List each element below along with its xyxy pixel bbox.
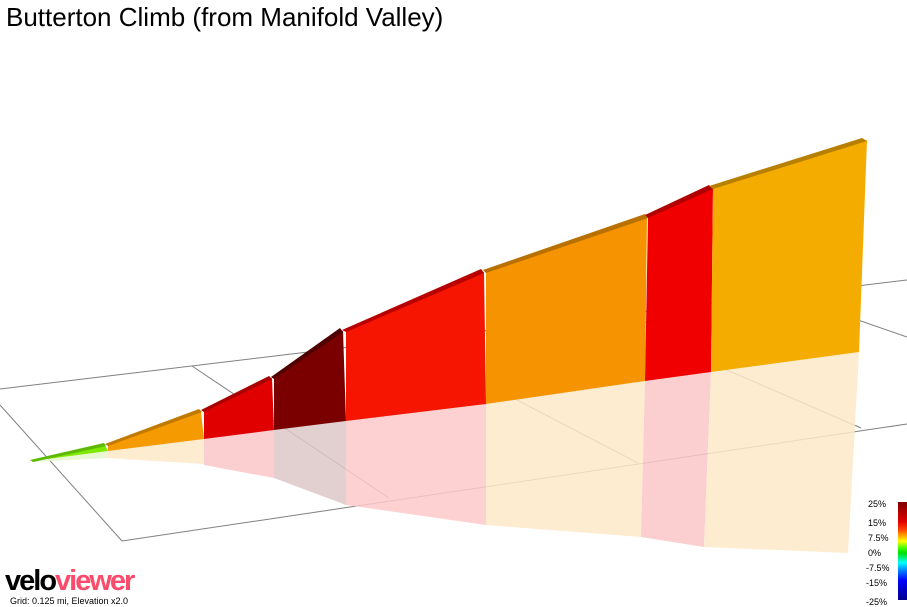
logo-velo-text: velo bbox=[5, 565, 57, 597]
legend-label-25: 25% bbox=[868, 499, 887, 509]
profile-walls bbox=[30, 138, 867, 462]
logo-viewer-text: viewer bbox=[55, 565, 135, 597]
legend-label-7-5: 7.5% bbox=[868, 533, 889, 543]
legend-label-neg-7-5: -7.5% bbox=[866, 563, 890, 573]
legend-label-15: 15% bbox=[868, 518, 887, 528]
veloviewer-logo[interactable]: veloviewer bbox=[5, 565, 135, 597]
legend-label-neg-25: -25% bbox=[866, 597, 888, 607]
grid-scale-caption: Grid: 0.125 mi, Elevation x2.0 bbox=[10, 596, 129, 606]
legend-label-neg-15: -15% bbox=[866, 578, 888, 588]
legend-color-bar bbox=[898, 502, 907, 600]
profile-reflection bbox=[32, 352, 859, 553]
legend-label-0: 0% bbox=[868, 548, 882, 558]
chart-title: Butterton Climb (from Manifold Valley) bbox=[6, 2, 444, 32]
